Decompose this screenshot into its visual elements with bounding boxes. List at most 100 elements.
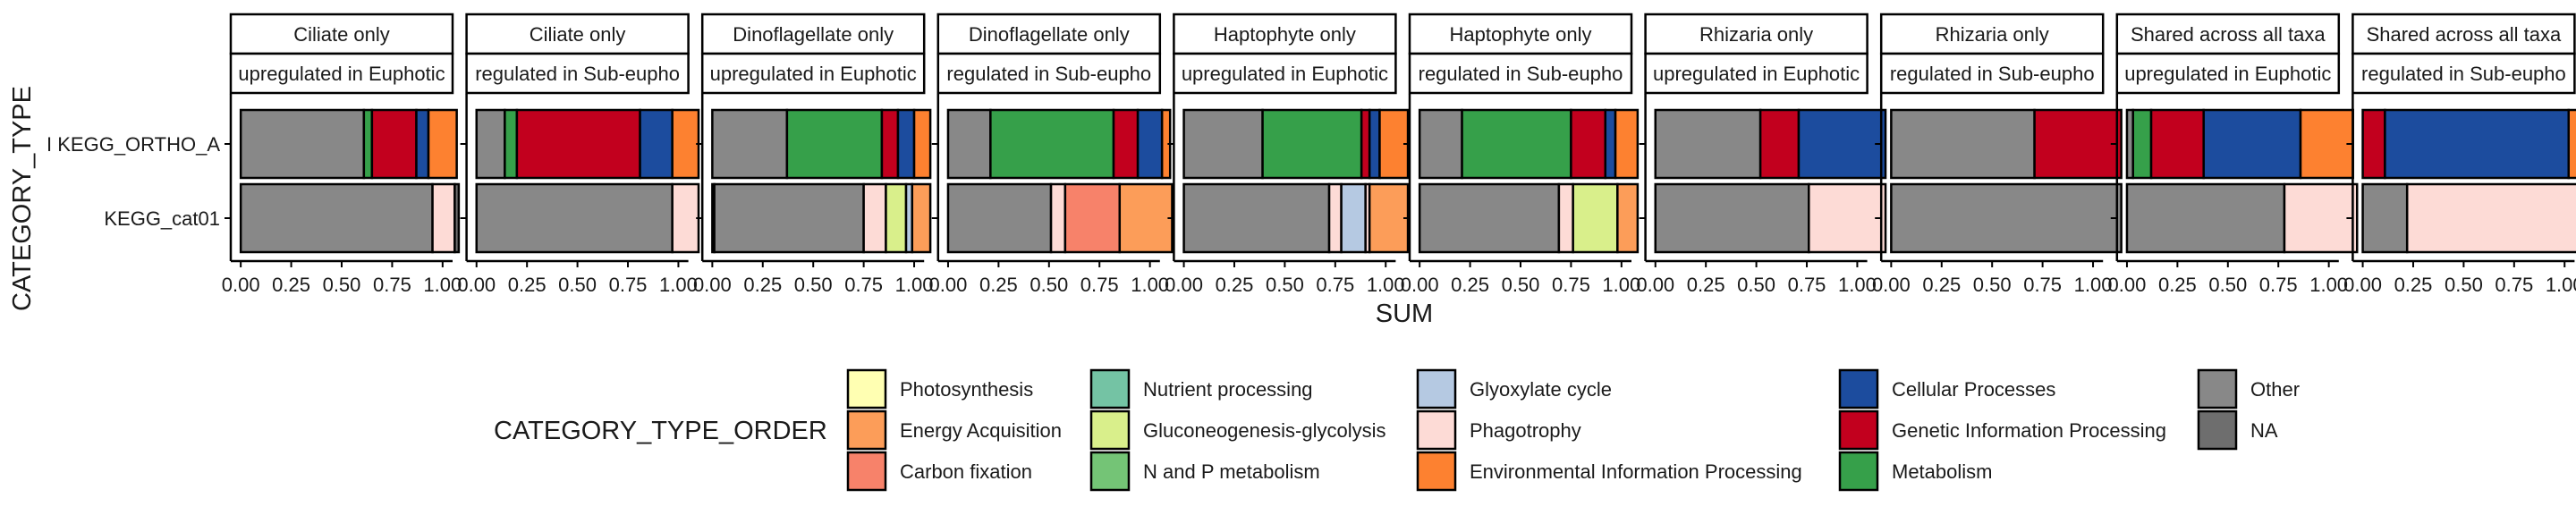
x-tick-label: 1.00 [2309,274,2348,296]
legend-item: Gluconeogenesis-glycolysis [1089,409,1385,451]
bar-segment [1808,182,1887,254]
bar-segment [2131,108,2153,180]
facet-panel: Dinoflagellate only regulated in Sub-euph… [929,13,1174,296]
bar-segment [1614,108,1640,180]
facet-strip-bottom-label: upregulated in Euphotic [1182,63,1388,85]
facet-strip-top [2351,13,2576,55]
facet-strip-bottom [2351,52,2576,95]
bar-segment [515,108,641,180]
facet-strip-bottom-label: upregulated in Euphotic [1653,63,1860,85]
x-tick-label: 1.00 [1367,274,1405,296]
facet-panel: Shared across all taxa upregulated in Eup… [2108,13,2359,296]
bar-segment [639,108,674,180]
bar-segment [1654,108,1762,180]
x-tick-label: 1.00 [1131,274,1169,296]
facet-panel: Ciliate only regulated in Sub-eupho 0.00 0.… [457,13,700,296]
x-tick-label: 0.75 [2495,274,2533,296]
bar-segment [1616,182,1640,254]
x-tick-label: 0.25 [1451,274,1489,296]
legend-swatch [1089,451,1131,492]
x-tick-label: 0.50 [2208,274,2247,296]
legend-item-label: N and P metabolism [1143,460,1320,483]
facet-strip-bottom-label: regulated in Sub-eupho [2361,63,2566,85]
legend-item-label: Other [2250,378,2300,401]
facet-strip-bottom [936,52,1162,95]
legend-swatch [846,451,887,492]
bar-segment [504,108,519,180]
x-tick-label: 1.00 [895,274,934,296]
x-tick-label: 0.00 [222,274,260,296]
bar-segment [239,108,366,180]
bar-segment [453,182,461,254]
legend: CATEGORY_TYPE_ORDER Photosynthesis Energy… [494,368,2300,492]
facet-strip-bottom-label: regulated in Sub-eupho [475,63,680,85]
facet-strip-top-label: Rhizaria only [1936,23,2049,46]
bar-segment [239,182,434,254]
x-tick-label: 0.75 [373,274,411,296]
facet-strip-bottom [1879,52,2105,95]
facet-panel: Ciliate only upregulated in Euphotic 0.00 0… [47,13,462,296]
legend-swatch [2197,409,2238,451]
bar-segment [1063,182,1122,254]
facet-strip-bottom [229,52,454,95]
bar-segment [415,108,430,180]
facet-strip-bottom [1408,52,1633,95]
bar-segment [1182,108,1264,180]
legend-swatch [846,368,887,409]
bar-segment [1890,108,2036,180]
x-tick-label: 0.00 [1401,274,1439,296]
bar-segment [911,182,932,254]
x-tick-label: 0.25 [272,274,310,296]
x-tick-label: 0.75 [2023,274,2062,296]
bar-segment [2567,108,2576,180]
bar-segment [1368,182,1410,254]
bar-segment [862,182,887,254]
x-tick-label: 0.50 [1266,274,1304,296]
x-tick-label: 1.00 [423,274,462,296]
bar-segment [2384,108,2571,180]
bar-segment [946,182,1053,254]
bar-segment [427,108,458,180]
x-tick-label: 0.00 [2343,274,2382,296]
facet-strip-bottom [2115,52,2341,95]
facet-strip-top-label: Dinoflagellate only [969,23,1130,46]
bar-segment [912,108,932,180]
legend-item-label: Phagotrophy [1470,419,1581,442]
legend-item: Other [2197,368,2300,409]
facet-panel: Dinoflagellate only upregulated in Euphot… [693,13,934,296]
bar-segment [1112,108,1140,180]
facet-panel: Rhizaria only upregulated in Euphotic 0.00… [1636,13,1887,296]
facet-strip-bottom [700,52,926,95]
x-tick-label: 0.25 [2158,274,2197,296]
legend-swatch [1416,451,1457,492]
bar-segment [713,182,865,254]
facet-strip-bottom-label: upregulated in Euphotic [2124,63,2331,85]
x-tick-label: 0.00 [693,274,732,296]
x-tick-label: 0.25 [508,274,547,296]
legend-item: Metabolism [1838,451,1992,492]
legend-item: Cellular Processes [1838,368,2055,409]
facet-strip-top [229,13,454,55]
legend-swatch [1416,409,1457,451]
legend-item: Glyoxylate cycle [1416,368,1612,409]
bar-segment [370,108,418,180]
legend-item: Energy Acquisition [846,409,1062,451]
legend-swatch [1089,409,1131,451]
bar-segment [2405,182,2576,254]
x-tick-label: 0.75 [2259,274,2298,296]
legend-swatch [846,409,887,451]
legend-item: Environmental Information Processing [1416,451,1802,492]
legend-item: N and P metabolism [1089,451,1320,492]
facet-panel: Rhizaria only regulated in Sub-eupho 0.00 0… [1872,13,2123,296]
legend-item-label: Photosynthesis [900,378,1033,401]
bar-segment [2125,182,2286,254]
legend-swatch [1089,368,1131,409]
facet-strip-top [700,13,926,55]
facet-strip-top-label: Rhizaria only [1699,23,1813,46]
bar-segment [1118,182,1174,254]
facet-strip-top-label: Haptophyte only [1214,23,1356,46]
x-tick-label: 0.25 [743,274,782,296]
legend-item-label: NA [2250,419,2278,442]
bar-segment [1461,108,1572,180]
